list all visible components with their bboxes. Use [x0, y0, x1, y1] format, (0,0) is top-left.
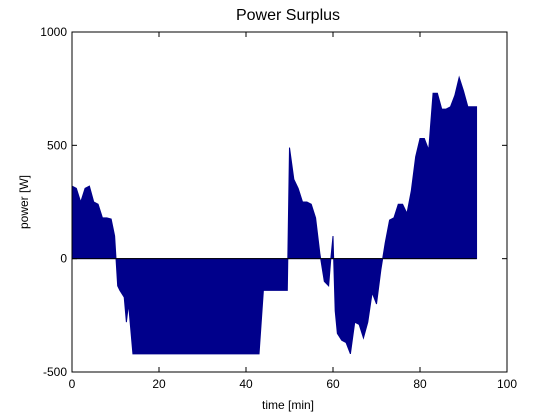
x-axis-label: time [min] — [262, 398, 314, 412]
x-tick-label: 80 — [413, 377, 427, 391]
y-axis-label: power [W] — [17, 175, 31, 229]
power-area — [71, 75, 478, 355]
y-axis-ticks: -500 0 500 1000 — [40, 25, 507, 379]
y-tick-label: 500 — [47, 138, 67, 152]
plot-area — [71, 31, 508, 373]
y-tick-label: 0 — [60, 252, 67, 266]
x-tick-label: 20 — [152, 377, 166, 391]
y-tick-label: -500 — [43, 365, 67, 379]
plot-frame-border — [71, 31, 508, 373]
y-tick-label: 1000 — [40, 25, 67, 39]
x-tick-label: 40 — [239, 377, 253, 391]
x-axis-ticks: 0 20 40 60 80 100 — [69, 32, 517, 391]
x-tick-label: 60 — [326, 377, 340, 391]
x-tick-label: 0 — [69, 377, 76, 391]
x-tick-label: 100 — [497, 377, 517, 391]
chart-title: Power Surplus — [236, 7, 340, 24]
